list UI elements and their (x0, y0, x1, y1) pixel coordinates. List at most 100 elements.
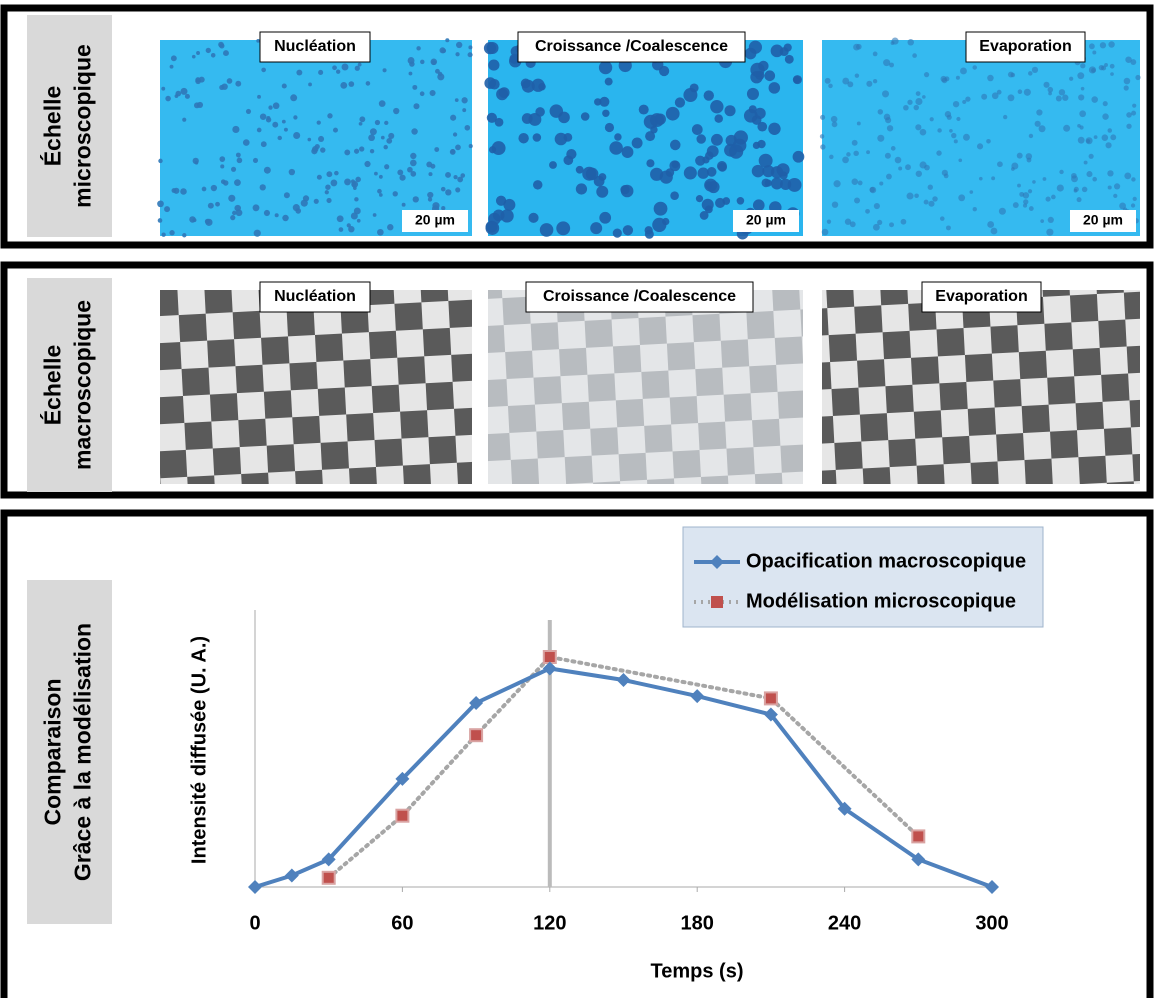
droplet (260, 141, 267, 148)
droplet (776, 163, 790, 177)
droplet (353, 186, 357, 190)
droplet (359, 146, 365, 152)
droplet (877, 219, 883, 226)
droplet (877, 109, 884, 115)
droplet (854, 197, 861, 204)
droplet (1045, 196, 1051, 202)
droplet (952, 100, 960, 108)
image-label: Nucléation (274, 38, 356, 55)
series (248, 661, 999, 894)
droplet (820, 144, 826, 150)
droplet (886, 173, 892, 180)
droplet (182, 117, 187, 122)
droplet (412, 84, 418, 90)
droplet (1022, 192, 1030, 199)
droplet (169, 230, 175, 236)
data-point (542, 650, 557, 664)
droplet (314, 143, 320, 150)
droplet (500, 209, 514, 223)
droplet (318, 135, 325, 143)
droplet (907, 39, 914, 46)
droplet (468, 144, 473, 149)
droplet (532, 180, 543, 190)
droplet (856, 121, 861, 126)
droplet (521, 79, 535, 93)
scale-label: 20 µm (1083, 212, 1123, 228)
droplet (377, 228, 384, 236)
droplet (161, 86, 166, 91)
legend-label: Modélisation microscopique (746, 590, 1016, 612)
droplet (987, 221, 995, 228)
droplet (242, 139, 250, 146)
droplet (268, 105, 273, 110)
droplet (1043, 81, 1050, 88)
droplet (590, 222, 603, 235)
droplet (1003, 114, 1008, 120)
droplet (409, 159, 417, 167)
droplet (768, 82, 781, 94)
side-label: Comparaison (40, 679, 66, 826)
droplet (355, 176, 361, 183)
droplet (854, 73, 860, 78)
droplet (949, 128, 953, 133)
droplet (746, 87, 759, 100)
droplet (927, 184, 933, 190)
droplet (174, 94, 179, 99)
droplet (853, 150, 859, 157)
droplet (1025, 153, 1033, 160)
droplet (1109, 63, 1115, 69)
droplet (263, 166, 271, 174)
series-line (253, 666, 994, 889)
x-tick-label: 240 (828, 912, 861, 934)
droplet (724, 105, 736, 117)
droplet (691, 124, 703, 135)
droplet (272, 121, 279, 128)
droplet (277, 135, 282, 141)
droplet (195, 77, 201, 83)
droplet (218, 41, 224, 48)
droplet (266, 116, 271, 121)
data-point (985, 880, 999, 894)
droplet (1063, 124, 1071, 132)
image-bg (160, 290, 472, 484)
data-point (469, 696, 484, 710)
droplet (996, 89, 1002, 95)
image-label: Evaporation (935, 288, 1027, 305)
droplet (293, 131, 301, 139)
side-label: Échelle (39, 345, 66, 426)
image-bg (488, 290, 803, 484)
droplet (454, 98, 459, 102)
droplet (1042, 177, 1047, 181)
droplet (1086, 171, 1093, 178)
droplet (857, 180, 863, 186)
droplet (338, 227, 344, 232)
droplet (1023, 199, 1029, 205)
x-tick-label: 120 (533, 912, 566, 934)
droplet (388, 132, 395, 139)
droplet (441, 206, 446, 211)
droplet (427, 197, 433, 202)
droplet (413, 103, 420, 110)
droplet (1107, 128, 1113, 133)
series (321, 650, 926, 885)
droplet (498, 87, 510, 99)
droplet (1088, 66, 1097, 74)
droplet (1113, 193, 1118, 198)
droplet (915, 170, 922, 177)
droplet (219, 84, 225, 91)
image-bg (160, 40, 472, 236)
droplet (230, 215, 236, 221)
panel-frame (0, 509, 1154, 998)
droplet (379, 193, 383, 197)
droplet (923, 72, 930, 78)
droplet (228, 194, 236, 202)
droplet (780, 178, 792, 190)
droplet (283, 192, 290, 199)
droplet (432, 202, 440, 210)
droplet (866, 80, 873, 87)
droplet (653, 201, 668, 216)
droplet (923, 199, 929, 205)
side-label-box (27, 15, 112, 237)
image: Croissance /Coalescence 20 µm (483, 31, 805, 240)
droplet (997, 161, 1003, 168)
